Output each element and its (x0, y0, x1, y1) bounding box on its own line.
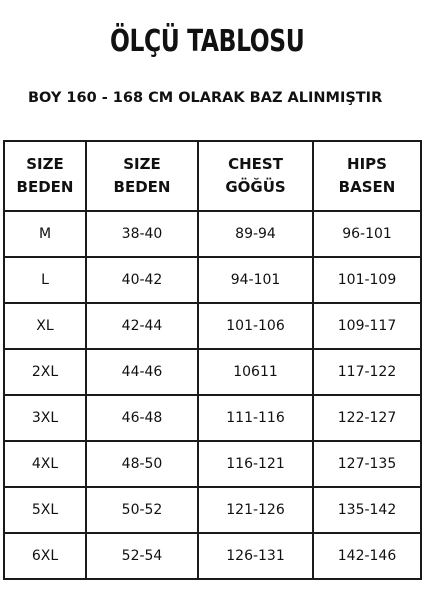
table-row: 2XL 44-46 10611 117-122 (3, 348, 422, 396)
hips-cell: 96-101 (312, 210, 422, 258)
chest-cell: 101-106 (197, 302, 314, 350)
page-title: ÖLÇÜ TABLOSU (110, 24, 305, 59)
header-line: CHEST (228, 155, 283, 173)
height-note: BOY 160 - 168 CM OLARAK BAZ ALINMIŞTIR (28, 90, 383, 106)
hips-cell: 142-146 (312, 532, 422, 580)
size-cell: L (3, 256, 87, 304)
chest-cell: 126-131 (197, 532, 314, 580)
size-cell: 6XL (3, 532, 87, 580)
chest-cell: 94-101 (197, 256, 314, 304)
table-row: 4XL 48-50 116-121 127-135 (3, 440, 422, 488)
header-chest: CHEST GÖĞÜS (197, 140, 314, 212)
header-line: SIZE (26, 155, 64, 173)
header-line: HIPS (347, 155, 387, 173)
header-row: SIZE BEDEN SIZE BEDEN CHEST GÖĞÜS HIPS B… (3, 140, 422, 212)
beden-cell: 46-48 (85, 394, 199, 442)
hips-cell: 101-109 (312, 256, 422, 304)
table-row: 3XL 46-48 111-116 122-127 (3, 394, 422, 442)
table-row: 5XL 50-52 121-126 135-142 (3, 486, 422, 534)
beden-cell: 42-44 (85, 302, 199, 350)
table-row: M 38-40 89-94 96-101 (3, 210, 422, 258)
beden-cell: 38-40 (85, 210, 199, 258)
size-chart-table: SIZE BEDEN SIZE BEDEN CHEST GÖĞÜS HIPS B… (3, 140, 422, 580)
chest-cell: 10611 (197, 348, 314, 396)
size-cell: M (3, 210, 87, 258)
hips-cell: 122-127 (312, 394, 422, 442)
header-line: SIZE (123, 155, 161, 173)
header-line: GÖĞÜS (225, 178, 286, 196)
table-row: 6XL 52-54 126-131 142-146 (3, 532, 422, 580)
header-size-beden-1: SIZE BEDEN (3, 140, 87, 212)
table-row: XL 42-44 101-106 109-117 (3, 302, 422, 350)
beden-cell: 44-46 (85, 348, 199, 396)
chest-cell: 111-116 (197, 394, 314, 442)
size-cell: 3XL (3, 394, 87, 442)
hips-cell: 127-135 (312, 440, 422, 488)
beden-cell: 52-54 (85, 532, 199, 580)
size-cell: XL (3, 302, 87, 350)
beden-cell: 48-50 (85, 440, 199, 488)
header-size-beden-2: SIZE BEDEN (85, 140, 199, 212)
size-cell: 5XL (3, 486, 87, 534)
header-hips: HIPS BASEN (312, 140, 422, 212)
header-line: BEDEN (16, 178, 74, 196)
beden-cell: 40-42 (85, 256, 199, 304)
beden-cell: 50-52 (85, 486, 199, 534)
hips-cell: 135-142 (312, 486, 422, 534)
chest-cell: 116-121 (197, 440, 314, 488)
size-cell: 2XL (3, 348, 87, 396)
table-row: L 40-42 94-101 101-109 (3, 256, 422, 304)
hips-cell: 109-117 (312, 302, 422, 350)
chest-cell: 121-126 (197, 486, 314, 534)
header-line: BEDEN (113, 178, 171, 196)
header-line: BASEN (338, 178, 396, 196)
hips-cell: 117-122 (312, 348, 422, 396)
size-cell: 4XL (3, 440, 87, 488)
chest-cell: 89-94 (197, 210, 314, 258)
